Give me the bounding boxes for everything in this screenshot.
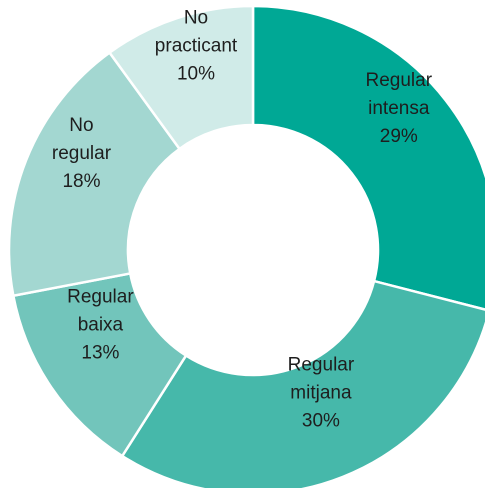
value-label: 10% (177, 64, 215, 85)
segment-label: Regular baixa 13% (67, 287, 134, 364)
category-label: No regular (52, 115, 112, 164)
segment-label: Regular mitjana 30% (288, 355, 355, 432)
category-label: No practicant (155, 8, 238, 57)
donut-segment (251, 4, 485, 311)
category-label: Regular baixa (67, 287, 134, 336)
category-label: Regular intensa (366, 70, 433, 119)
segment-label: No practicant 10% (155, 8, 238, 85)
donut-segment (120, 279, 485, 493)
value-label: 13% (81, 343, 119, 364)
value-label: 18% (62, 171, 100, 192)
segment-label: No regular 18% (52, 115, 112, 192)
value-label: 29% (380, 126, 418, 147)
donut-segment (11, 271, 188, 458)
donut-segment (107, 4, 255, 151)
value-label: 30% (302, 411, 340, 432)
category-label: Regular mitjana (288, 355, 355, 404)
segment-label: Regular intensa 29% (366, 70, 433, 147)
donut-segment (7, 50, 182, 298)
